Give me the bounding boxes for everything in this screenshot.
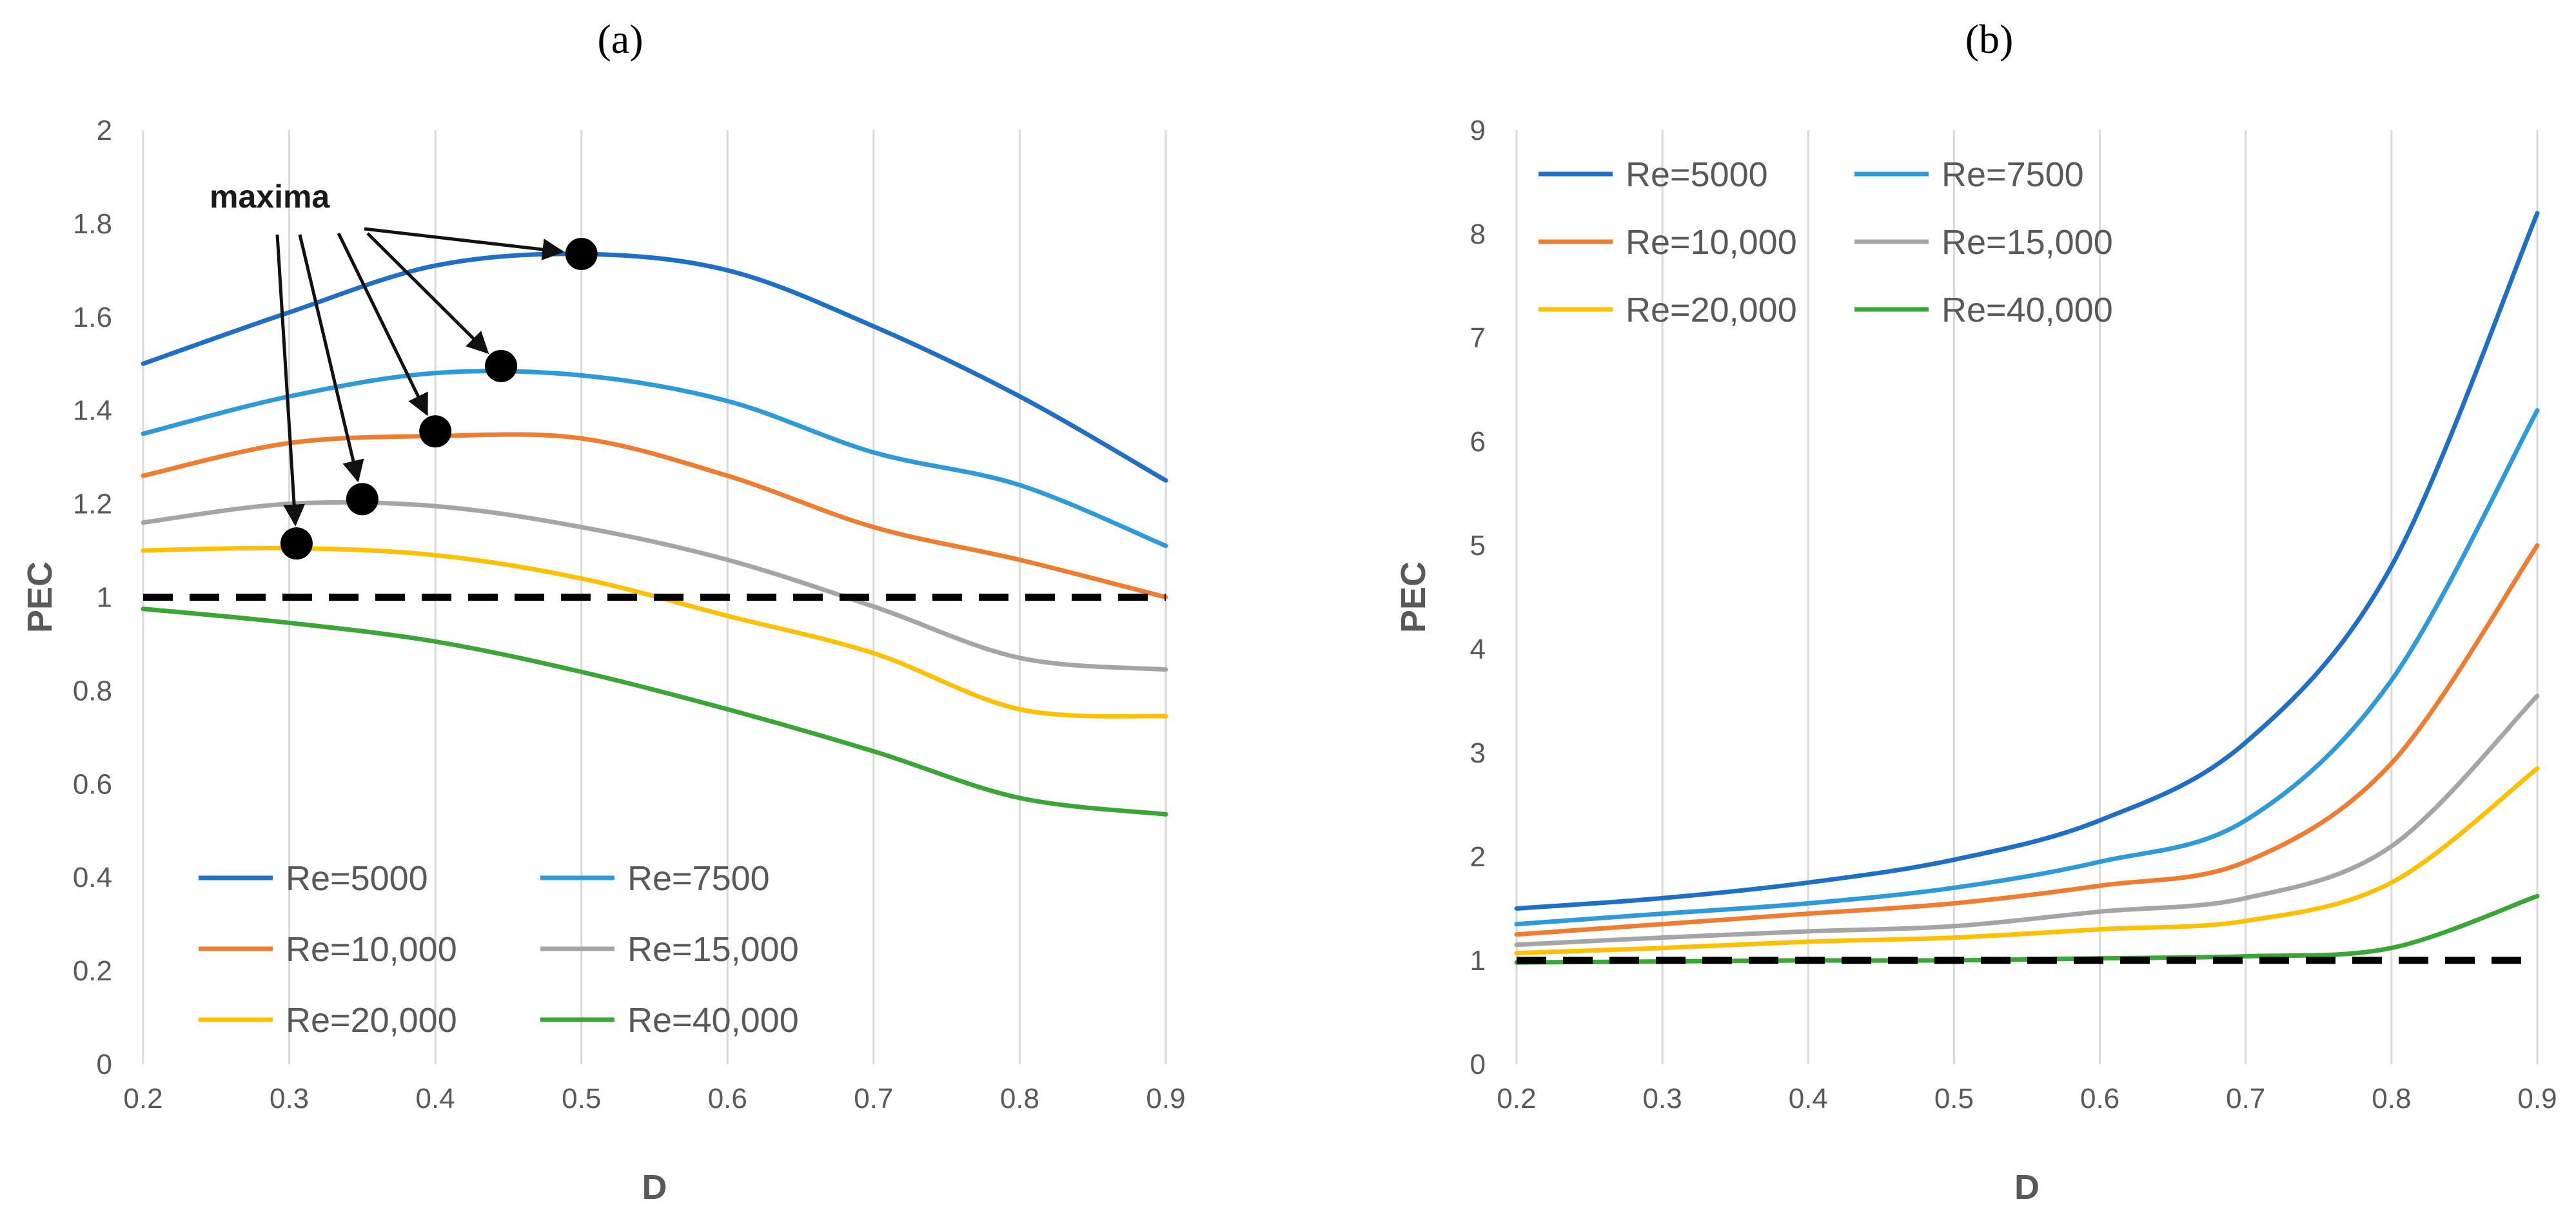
maximum-marker — [280, 527, 313, 560]
y-tick-label: 0.8 — [73, 675, 112, 706]
y-tick-label: 8 — [1470, 219, 1486, 250]
x-tick-label: 0.9 — [1146, 1083, 1185, 1114]
y-tick-label: 5 — [1470, 530, 1486, 561]
annotation-arrow — [337, 232, 429, 416]
legend-a: Re=5000 Re=7500 Re=10,000 Re=15,000 Re=20,00… — [199, 859, 799, 1040]
y-tick-label: 1.2 — [73, 489, 112, 520]
y-tick-label: 0 — [97, 1049, 112, 1080]
x-axis-title: D — [642, 1168, 667, 1207]
y-tick-label: 1 — [1470, 945, 1486, 977]
legend-label: Re=40,000 — [627, 1001, 799, 1040]
legend-label: Re=7500 — [627, 859, 770, 898]
x-tick-label: 0.6 — [2080, 1083, 2119, 1114]
series-line-a-0 — [141, 251, 1168, 483]
x-tick-label: 0.8 — [1000, 1083, 1039, 1114]
maximum-marker — [419, 415, 452, 448]
annotation-arrow — [364, 227, 565, 260]
y-tick-label: 1.8 — [73, 208, 112, 240]
legend-label: Re=40,000 — [1942, 291, 2113, 329]
y-tick-label: 7 — [1470, 322, 1486, 354]
legend-label: Re=20,000 — [286, 1001, 457, 1040]
x-tick-label: 0.4 — [1789, 1083, 1828, 1114]
y-tick-label: 0.2 — [73, 955, 112, 987]
y-tick-label: 3 — [1470, 737, 1486, 769]
x-tick-label: 0.5 — [562, 1083, 601, 1114]
annotation-arrow — [366, 232, 489, 355]
maximum-marker — [485, 349, 518, 382]
legend-label: Re=5000 — [286, 859, 428, 898]
y-tick-label: 0 — [1470, 1049, 1486, 1080]
y-tick-label: 0.6 — [73, 768, 112, 800]
maximum-marker — [346, 483, 379, 516]
x-tick-label: 0.8 — [2372, 1083, 2411, 1114]
y-axis-title: PEC — [1394, 561, 1433, 633]
y-tick-label: 6 — [1470, 426, 1486, 458]
legend-label: Re=15,000 — [1942, 223, 2113, 262]
annotation-maxima: maxima — [210, 179, 598, 560]
y-tick-label: 1.6 — [73, 302, 112, 333]
y-tick-label: 4 — [1470, 634, 1486, 665]
x-tick-label: 0.7 — [854, 1083, 893, 1114]
x-axis-title: D — [2014, 1168, 2040, 1207]
annotation-arrow — [275, 234, 306, 527]
y-tick-label: 1 — [97, 582, 112, 614]
annotation-text: maxima — [210, 179, 330, 215]
series-line-a-5 — [141, 607, 1168, 817]
x-tick-label: 0.3 — [1643, 1083, 1682, 1114]
y-tick-label: 2 — [97, 115, 112, 146]
legend-label: Re=5000 — [1626, 155, 1768, 194]
x-tick-label: 0.3 — [270, 1083, 309, 1114]
series-line-a-2 — [141, 432, 1168, 599]
series-line-b-4 — [1514, 766, 2540, 956]
series-line-b-3 — [1514, 694, 2540, 948]
x-tick-label: 0.6 — [708, 1083, 747, 1114]
series-line-a-3 — [141, 500, 1168, 672]
series-line-a-1 — [141, 369, 1168, 549]
x-tick-label: 0.5 — [1934, 1083, 1974, 1114]
legend-b: Re=5000 Re=7500 Re=10,000 Re=15,000 Re=20,00… — [1539, 155, 2113, 329]
legend-label: Re=10,000 — [286, 930, 457, 969]
y-tick-label: 2 — [1470, 841, 1486, 873]
legend-label: Re=10,000 — [1626, 223, 1797, 262]
x-tick-label: 0.2 — [1497, 1083, 1536, 1114]
y-tick-label: 9 — [1470, 115, 1486, 146]
y-tick-label: 1.4 — [73, 395, 112, 427]
legend-label: Re=7500 — [1942, 155, 2084, 194]
legend-label: Re=20,000 — [1626, 291, 1797, 329]
y-axis-title: PEC — [21, 561, 59, 633]
series-line-b-1 — [1514, 408, 2540, 927]
series-line-b-0 — [1514, 211, 2540, 911]
chart-panel-a: (a) 0.2 0.3 0.4 0.5 0.6 0.7 0.8 0.9 0 0.2 0.4 0.6 0.8… — [21, 16, 1186, 1207]
panel-label-a: (a) — [597, 16, 643, 62]
y-tick-label: 0.4 — [73, 862, 112, 893]
series-line-b-2 — [1514, 543, 2540, 937]
x-tick-label: 0.9 — [2517, 1083, 2557, 1114]
series-line-b-5 — [1514, 893, 2540, 965]
annotation-arrow — [298, 234, 364, 483]
panel-label-b: (b) — [1965, 16, 2014, 62]
x-tick-label: 0.2 — [123, 1083, 162, 1114]
x-tick-label: 0.4 — [416, 1083, 455, 1114]
chart-panel-b: (b) 0.2 0.3 0.4 0.5 0.6 0.7 0.8 0.9 0 1 2 3 4 5 6 7 8 9 D PE… — [1394, 16, 2557, 1207]
maximum-marker — [565, 237, 598, 270]
x-tick-label: 0.7 — [2226, 1083, 2265, 1114]
legend-label: Re=15,000 — [627, 930, 799, 969]
